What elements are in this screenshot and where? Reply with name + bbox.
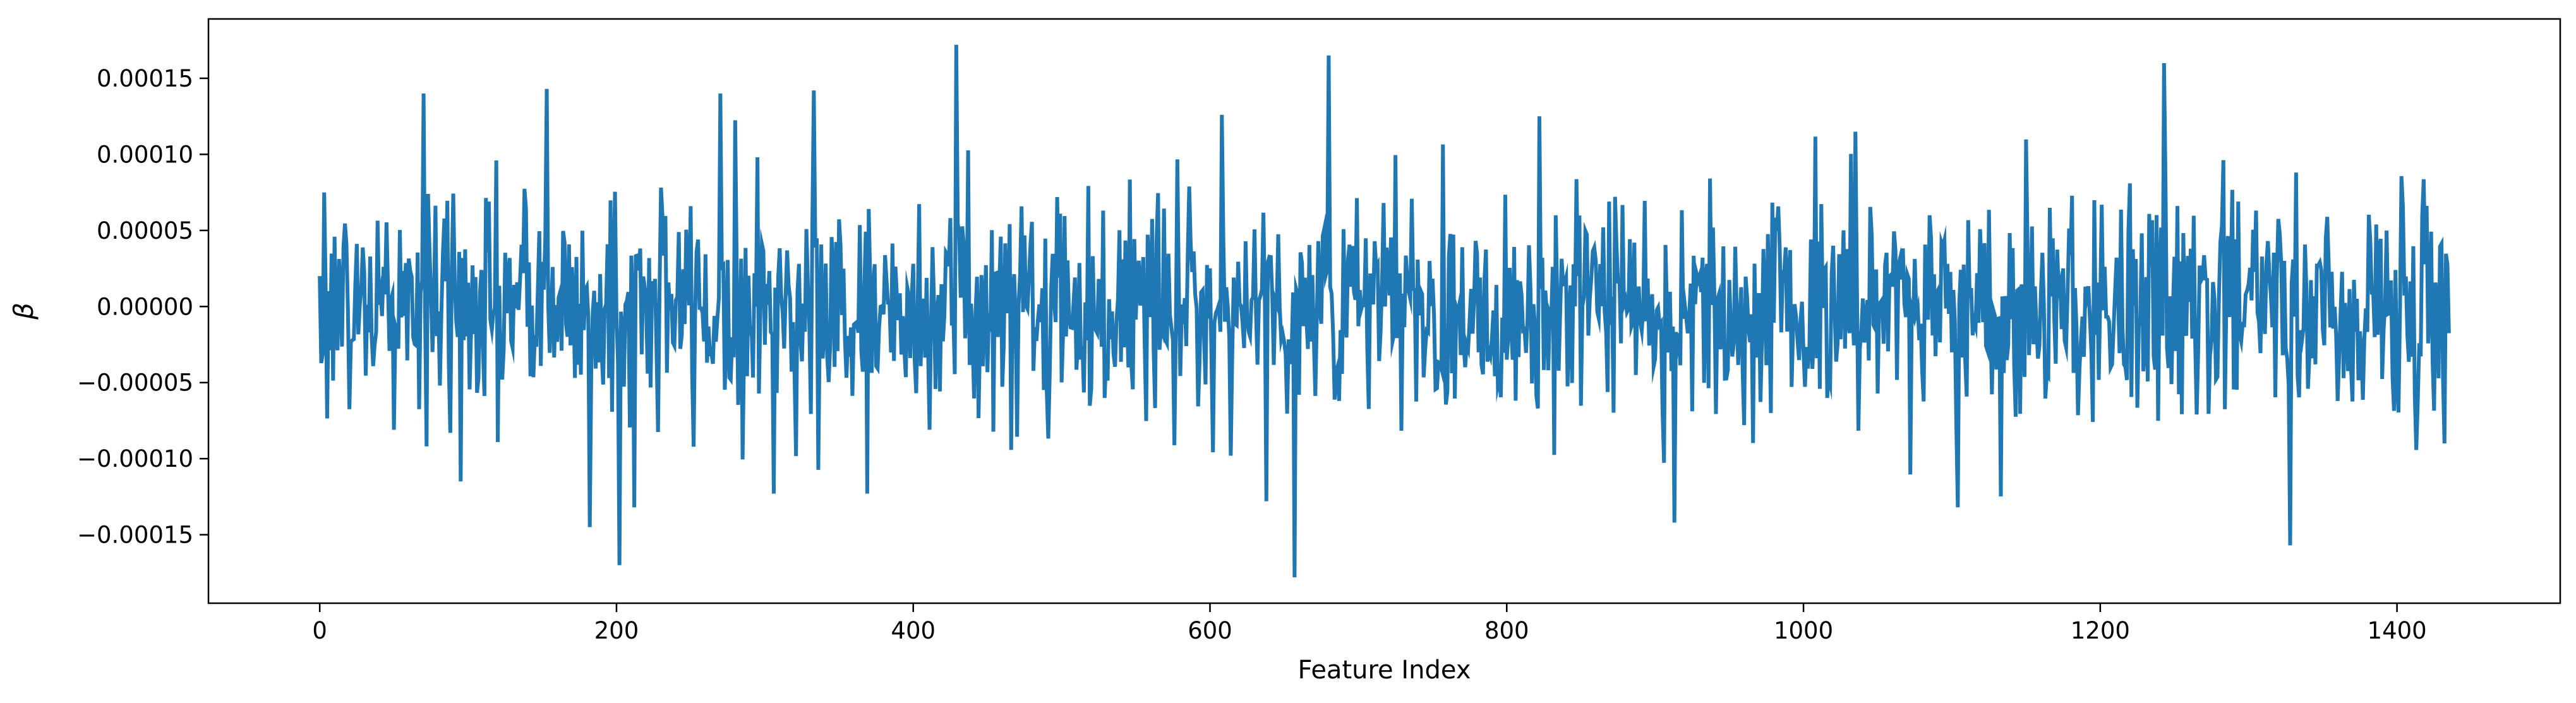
y-tick-label: 0.00015 [97,65,193,92]
y-tick-label: −0.00010 [77,445,193,472]
y-axis-label: β [8,303,39,320]
series-line [318,44,2451,578]
y-tick-label: 0.00005 [97,217,193,244]
x-tick-label: 200 [594,617,639,644]
x-tick-label: 0 [312,617,327,644]
x-tick-label: 1000 [1774,617,1833,644]
y-tick-label: 0.00010 [97,141,193,168]
x-ticks: 0 200 400 600 800 1000 1200 1400 [312,603,2427,644]
x-tick-label: 400 [891,617,936,644]
y-tick-label: −0.00015 [77,522,193,549]
x-tick-label: 800 [1484,617,1529,644]
series-layer [318,44,2451,578]
x-axis-label: Feature Index [1298,656,1471,685]
y-tick-label: 0.00000 [97,293,193,320]
x-tick-label: 1200 [2071,617,2130,644]
y-tick-label: −0.00005 [77,370,193,397]
x-tick-label: 1400 [2368,617,2427,644]
x-tick-label: 600 [1188,617,1232,644]
y-ticks: −0.00015 −0.00010 −0.00005 0.00000 0.00005 0.… [77,65,208,549]
axes-frame [207,18,2561,604]
